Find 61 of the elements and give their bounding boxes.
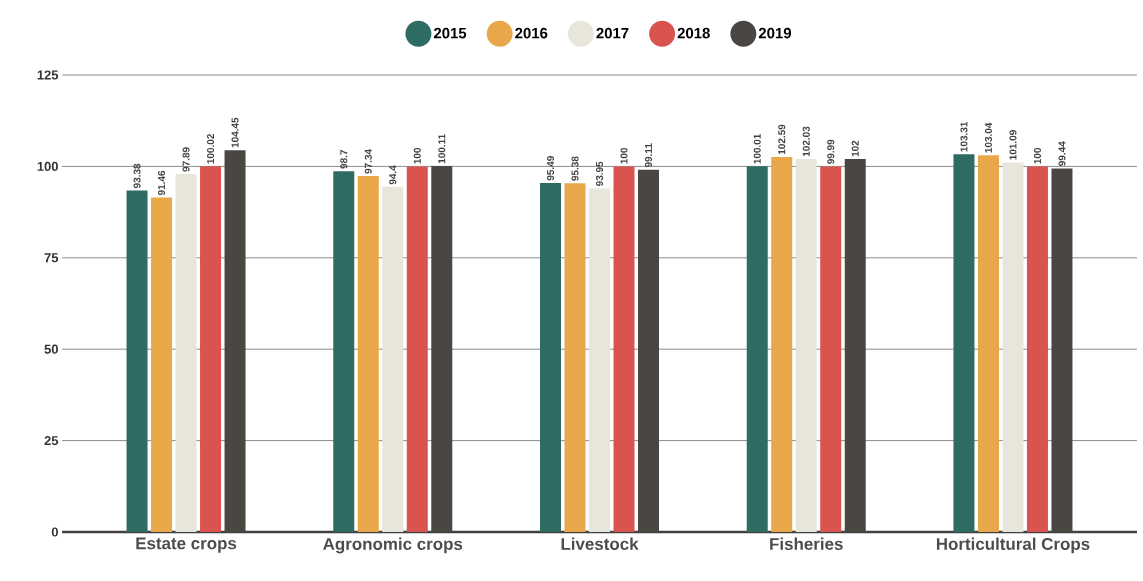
y-tick-label: 125 [37,70,59,80]
x-tick-label: Agronomic crops [323,537,463,554]
bar [613,166,635,532]
data-label: 102 [851,140,859,157]
bar [795,158,817,532]
bar [151,197,173,532]
data-label: 103.04 [984,122,992,153]
x-tick-label: Horticultural Crops [936,537,1090,554]
y-tick-label: 50 [44,344,58,354]
data-label: 100 [1033,147,1041,164]
x-tick-label: Fisheries [770,537,843,550]
bar [589,188,610,532]
bar [540,182,561,532]
bar [977,155,999,532]
data-label: 95.38 [571,156,579,181]
data-label: 94.4 [389,165,397,185]
data-label: 91.46 [158,170,166,196]
bar [820,166,842,532]
legend-label: 2017 [596,27,629,39]
data-label: 97.89 [182,147,190,172]
bar [200,166,222,532]
bar [1002,162,1024,532]
data-label: 99.99 [827,139,835,164]
bar [126,190,148,532]
bar [175,174,197,532]
data-label: 95.49 [546,156,555,181]
bar [771,156,793,532]
legend-label: 2016 [515,27,548,39]
bar [953,154,975,532]
bar [564,183,586,532]
legend-label: 2015 [433,27,467,39]
y-tick-label: 100 [37,161,58,171]
data-label: 99.44 [1058,141,1066,166]
data-label: 102.59 [778,124,786,155]
y-tick-label: 0 [51,527,58,537]
data-label: 100.02 [207,134,215,164]
data-label: 100 [413,147,421,164]
legend-label: 2018 [677,27,710,39]
x-tick-label: Estate crops [136,537,237,553]
data-label: 93.38 [133,163,141,189]
data-label: 104.45 [231,117,239,148]
data-label: 102.03 [802,126,810,157]
data-label: 100.11 [438,134,446,164]
bar [746,166,768,532]
legend-label: 2019 [758,27,792,39]
y-tick-label: 25 [44,436,59,446]
y-tick-label: 75 [44,253,59,263]
data-label: 97.34 [364,149,372,174]
data-label: 100.01 [753,133,761,164]
bar [333,171,355,532]
bar [382,186,404,532]
data-label: 98.7 [340,149,348,169]
data-label: 103.31 [960,121,968,152]
data-label: 100 [620,147,628,164]
bar [357,176,379,532]
bar [1026,166,1048,532]
data-label: 93.95 [595,161,604,186]
bar [406,166,428,532]
data-label: 99.11 [644,143,653,168]
data-label: 101.09 [1009,130,1017,160]
x-tick-label: Livestock [561,537,639,550]
